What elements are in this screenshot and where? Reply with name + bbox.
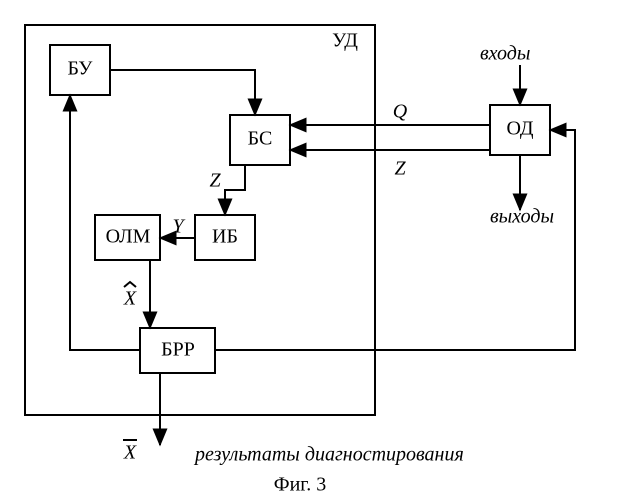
block-ib: ИБ — [195, 215, 255, 260]
svg-text:X: X — [123, 442, 137, 464]
svg-text:ОД: ОД — [506, 118, 533, 140]
block-brr: БРР — [140, 328, 215, 373]
svg-text:ИБ: ИБ — [212, 226, 238, 248]
label-Z-right: Z — [394, 158, 406, 180]
label-Q: Q — [393, 101, 408, 123]
edge-bu-bs — [110, 70, 255, 115]
svg-text:БРР: БРР — [161, 339, 195, 361]
outer-box-label: УД — [332, 30, 358, 52]
label-result: результаты диагностирования — [193, 444, 464, 466]
label-X-hat: X — [123, 282, 137, 310]
edge-bs-ib — [225, 165, 245, 215]
label-Y: Y — [172, 216, 185, 238]
block-olm: ОЛМ — [95, 215, 160, 260]
block-od: ОД — [490, 105, 550, 155]
svg-text:ОЛМ: ОЛМ — [106, 226, 151, 248]
block-bs: БС — [230, 115, 290, 165]
label-Z-left: Z — [209, 170, 221, 192]
svg-text:БУ: БУ — [68, 58, 94, 80]
block-bu: БУ — [50, 45, 110, 95]
label-X-bar: X — [123, 440, 137, 464]
svg-text:X: X — [123, 288, 137, 310]
label-figure: Фиг. 3 — [274, 474, 326, 496]
label-inputs: входы — [480, 43, 530, 65]
label-outputs: выходы — [490, 206, 554, 228]
svg-text:БС: БС — [248, 128, 273, 150]
